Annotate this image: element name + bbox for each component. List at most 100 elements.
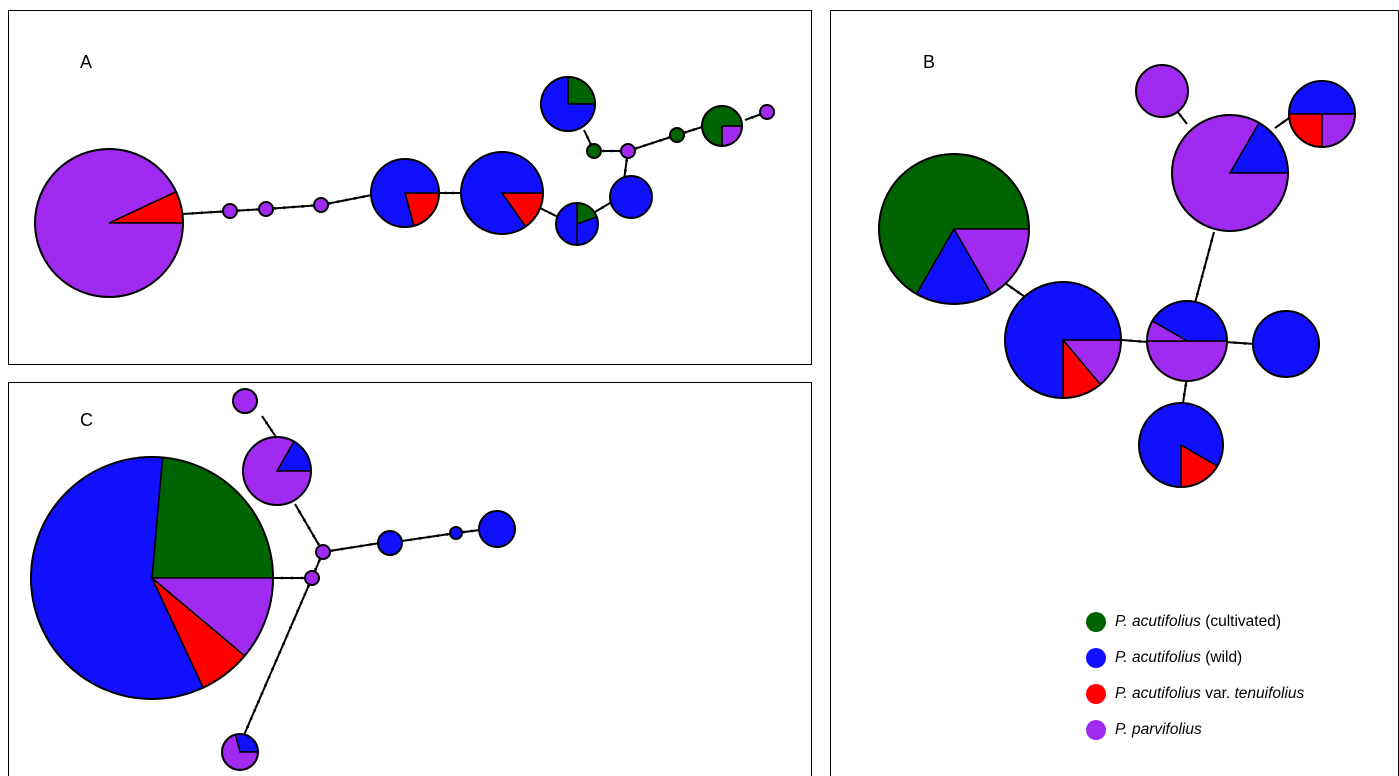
mutation-tick bbox=[444, 191, 448, 195]
haplotype-node bbox=[242, 436, 312, 506]
haplotype-node bbox=[304, 570, 320, 586]
haplotype-slice bbox=[555, 202, 578, 246]
haplotype-node bbox=[1288, 80, 1356, 148]
mutation-tick bbox=[271, 667, 275, 671]
mutation-tick bbox=[1179, 114, 1182, 117]
mutation-tick bbox=[209, 210, 213, 214]
haplotype-node bbox=[555, 202, 599, 246]
mutation-tick bbox=[191, 212, 194, 215]
mutation-tick bbox=[285, 634, 289, 638]
mutation-tick bbox=[274, 659, 278, 663]
haplotype-node bbox=[609, 175, 653, 219]
mutation-tick bbox=[289, 626, 292, 629]
mutation-tick bbox=[281, 642, 285, 646]
network-edge bbox=[1224, 341, 1256, 345]
mutation-tick bbox=[642, 144, 646, 148]
mutation-tick bbox=[1129, 339, 1133, 343]
haplotype-node bbox=[222, 203, 238, 219]
haplotype-node bbox=[221, 733, 259, 771]
haplotype-node bbox=[669, 127, 685, 143]
legend-swatch-parvifolius bbox=[1086, 720, 1106, 740]
mutation-tick bbox=[246, 208, 250, 212]
haplotype-node bbox=[620, 143, 636, 159]
mutation-tick bbox=[1010, 286, 1014, 290]
mutation-tick bbox=[1016, 290, 1020, 294]
legend-qualifier: (cultivated) bbox=[1200, 613, 1282, 630]
mutation-tick bbox=[302, 518, 306, 522]
mutation-tick bbox=[427, 535, 431, 539]
mutation-tick bbox=[369, 543, 372, 546]
mutation-tick bbox=[750, 115, 754, 119]
mutation-tick bbox=[340, 547, 344, 551]
legend-species: P. parvifolius bbox=[1115, 721, 1202, 738]
haplotype-node bbox=[1146, 300, 1228, 382]
mutation-tick bbox=[350, 546, 353, 549]
mutation-tick bbox=[336, 200, 340, 204]
mutation-tick bbox=[200, 211, 204, 215]
panel-label-b: B bbox=[923, 52, 936, 72]
mutation-tick bbox=[280, 576, 284, 580]
mutation-tick bbox=[1207, 248, 1211, 252]
haplotype-slice bbox=[1288, 80, 1356, 115]
mutation-tick bbox=[409, 538, 413, 542]
mutation-tick bbox=[312, 534, 316, 538]
mutation-tick bbox=[317, 559, 321, 563]
mutation-tick bbox=[451, 191, 455, 195]
network-edge bbox=[1004, 282, 1026, 298]
mutation-tick bbox=[256, 700, 260, 704]
haplotype-node bbox=[878, 153, 1030, 305]
legend-species: P. acutifolius bbox=[1115, 685, 1201, 702]
haplotype-node bbox=[460, 151, 544, 235]
mutation-tick bbox=[292, 205, 295, 209]
haplotype-node bbox=[258, 201, 274, 217]
mutation-tick bbox=[470, 529, 474, 533]
panel-label-a: A bbox=[80, 52, 93, 72]
mutation-tick bbox=[298, 510, 302, 514]
mutation-tick bbox=[282, 206, 286, 210]
mutation-tick bbox=[601, 206, 604, 209]
mutation-tick bbox=[267, 675, 271, 679]
legend-species: P. acutifolius bbox=[1115, 613, 1201, 630]
mutation-tick bbox=[692, 128, 696, 132]
network-edge bbox=[243, 577, 313, 736]
panel-label-c: C bbox=[80, 410, 93, 430]
mutation-tick bbox=[585, 135, 589, 139]
mutation-tick bbox=[345, 198, 348, 202]
mutation-tick bbox=[462, 530, 466, 534]
haplotype-node bbox=[1252, 310, 1320, 378]
mutation-tick bbox=[1205, 257, 1209, 261]
mutation-tick bbox=[296, 609, 300, 613]
legend-swatch-wild bbox=[1086, 648, 1106, 668]
haplotype-node bbox=[759, 104, 775, 120]
haplotype-node bbox=[540, 76, 596, 132]
legend-item-tenuifolius: P. acutifolius var. tenuifolius bbox=[1086, 684, 1304, 704]
haplotype-node bbox=[377, 530, 403, 556]
haplotype-node bbox=[1138, 402, 1224, 488]
mutation-tick bbox=[418, 536, 422, 540]
mutation-tick bbox=[362, 195, 365, 199]
mutation-tick bbox=[246, 725, 249, 729]
haplotype-node bbox=[30, 456, 274, 700]
haplotype-node bbox=[34, 148, 184, 298]
haplotype-node bbox=[449, 526, 463, 540]
legend-swatch-tenuifolius bbox=[1086, 684, 1106, 704]
legend-item-cultivated: P. acutifolius (cultivated) bbox=[1086, 612, 1304, 632]
mutation-tick bbox=[314, 567, 318, 571]
mutation-tick bbox=[307, 584, 310, 588]
network-edge bbox=[261, 415, 277, 438]
mutation-tick bbox=[1200, 274, 1204, 278]
legend-qualifier: (wild) bbox=[1200, 649, 1243, 666]
mutation-tick bbox=[300, 576, 304, 580]
haplotype-node bbox=[586, 143, 602, 159]
legend-swatch-cultivated bbox=[1086, 612, 1106, 632]
mutation-tick bbox=[651, 141, 654, 145]
mutation-tick bbox=[1282, 120, 1285, 124]
legend-qualifier: var. bbox=[1200, 685, 1235, 702]
haplotype-node bbox=[313, 197, 329, 213]
mutation-tick bbox=[265, 421, 269, 425]
mutation-tick bbox=[623, 168, 627, 172]
mutation-tick bbox=[316, 542, 320, 546]
mutation-tick bbox=[278, 650, 282, 654]
legend: P. acutifolius (cultivated) P. acutifoli… bbox=[1086, 612, 1304, 756]
